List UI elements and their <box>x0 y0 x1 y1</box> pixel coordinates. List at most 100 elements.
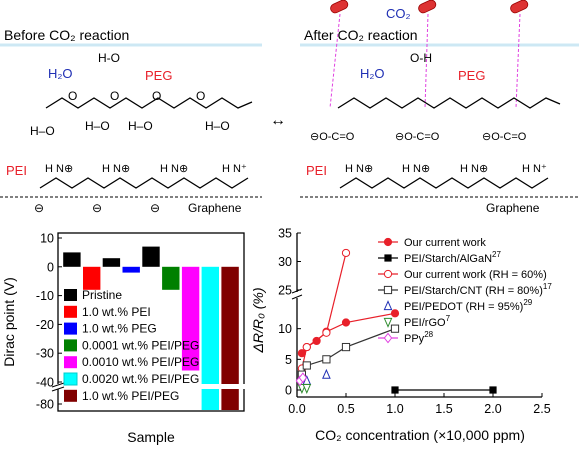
bar-y-tick-label: -40 <box>36 376 54 390</box>
scatter-y-tick-label: 35 <box>278 227 292 241</box>
point <box>302 342 311 352</box>
scatter-x-tick-label: 0.0 <box>288 402 305 416</box>
series-line <box>301 252 347 369</box>
point <box>383 285 393 295</box>
carbamate: ⊖O-C=O <box>395 131 440 143</box>
series <box>297 324 400 379</box>
scatter-legend-label: PEI/PEDOT (RH = 95%)29 <box>404 298 533 313</box>
h-o-h-3: H‒O <box>128 119 153 133</box>
legend-superscript: 7 <box>446 314 451 323</box>
scatter-x-tick-label: 1.0 <box>386 402 403 416</box>
scatter-y-tick-label: 30 <box>278 255 292 269</box>
bar-legend-label: Pristine <box>82 288 122 302</box>
peg-label-left: PEG <box>145 68 172 83</box>
point <box>489 386 497 394</box>
bar-legend-label: 1.0 wt.% PEG <box>82 322 157 336</box>
carbamate: ⊖O-C=O <box>310 131 355 143</box>
co2-capsule <box>330 0 349 14</box>
bar-plot-frame <box>57 232 245 412</box>
scatter-y-tick-label: 0 <box>285 384 292 398</box>
series <box>295 372 308 387</box>
point <box>383 317 393 328</box>
point <box>302 361 311 370</box>
bar <box>122 266 140 273</box>
h-o-h-4: H‒O <box>205 119 230 133</box>
bar-legend-label: 1.0 wt.% PEI <box>82 305 151 319</box>
pei-chain-right <box>339 177 549 189</box>
legend-superscript: 28 <box>424 330 433 339</box>
scatter-x-axis-label: CO₂ concentration (×10,000 ppm) <box>315 427 525 443</box>
graphene-label-left: Graphene <box>188 201 242 215</box>
minus-sign: ⊖ <box>92 201 102 215</box>
h2o-label-left: H₂O <box>48 66 73 81</box>
point <box>341 318 351 327</box>
bar-legend-swatch <box>64 289 77 301</box>
scheme-panel: Before CO₂ reaction After CO₂ reaction O… <box>0 0 579 215</box>
bar <box>162 266 180 290</box>
point <box>383 269 393 279</box>
carbamate: ⊖O-C=O <box>482 131 527 143</box>
point <box>322 328 331 337</box>
bar-y-tick-label: -10 <box>36 289 54 303</box>
equilibrium-arrow: ↔ <box>270 112 286 129</box>
co2-capsule <box>510 0 529 14</box>
pei-chain-left <box>39 177 249 189</box>
bar-legend-swatch <box>64 389 77 402</box>
point <box>322 368 331 379</box>
o-atom: O <box>196 89 205 103</box>
graphene-label-right: Graphene <box>486 201 540 215</box>
scatter-y-tick-label: 5 <box>285 353 292 367</box>
legend-superscript: 17 <box>543 282 552 291</box>
co2-path <box>424 13 429 109</box>
oh-right: O-H <box>410 51 432 65</box>
bar-y-tick-label: -80 <box>36 398 54 412</box>
peg-chain-right <box>337 97 561 109</box>
pei-label-left: PEI <box>6 163 27 178</box>
nh-group: H N⁺ <box>522 163 547 175</box>
bar <box>83 266 101 290</box>
nh-group: H N⊕ <box>460 163 488 175</box>
nh-group: H N⊕ <box>160 163 188 175</box>
series <box>302 368 331 385</box>
series <box>297 248 351 373</box>
bar-y-tick-label: 0 <box>47 260 54 274</box>
bar <box>63 252 81 267</box>
point <box>391 386 399 394</box>
series <box>297 384 312 395</box>
series <box>391 386 497 394</box>
bar <box>102 258 121 267</box>
co2-path <box>515 13 521 109</box>
nh-group: H N⊕ <box>45 163 73 175</box>
dirac-bar-chart: 10 0 -10 -20 -30 -40 -80 Pristine 1.0 wt.% PEI 1… <box>1 232 247 445</box>
bar <box>181 266 200 371</box>
scatter-legend-label: PEI/Starch/AlGaN27 <box>404 250 501 265</box>
h-o-h-1: H‒O <box>30 124 55 138</box>
scatter-legend-label: PPy28 <box>404 330 434 345</box>
co2-path <box>329 13 341 109</box>
bar-legend-swatch <box>64 305 77 318</box>
minus-sign: ⊖ <box>34 201 44 215</box>
scatter-legend-label: Our current work (RH = 60%) <box>404 269 547 281</box>
point <box>383 237 393 247</box>
scatter-x-tick-label: 2.5 <box>533 402 550 416</box>
bar-legend-swatch <box>64 356 77 369</box>
bar <box>142 246 160 267</box>
legend-superscript: 27 <box>492 250 501 259</box>
scatter-y-axis-label: ΔR/R₀ (%) <box>250 287 266 353</box>
minus-sign: ⊖ <box>150 201 160 215</box>
bar-y-ticks: 10 0 -10 -20 -30 -40 -80 <box>36 232 62 412</box>
o-atom: O <box>110 89 119 103</box>
point <box>298 372 308 384</box>
axis-break-mark <box>51 382 65 388</box>
point <box>341 342 351 352</box>
bar <box>201 266 219 410</box>
oh-left: H-O <box>98 51 120 65</box>
scatter-series <box>295 248 497 395</box>
bar-y-tick-label: -20 <box>36 318 54 332</box>
bar <box>221 266 239 410</box>
bar-y-tick-label: 10 <box>40 232 54 246</box>
scatter-x-tick-label: 1.5 <box>435 402 452 416</box>
bar-legend-swatch <box>63 372 78 386</box>
